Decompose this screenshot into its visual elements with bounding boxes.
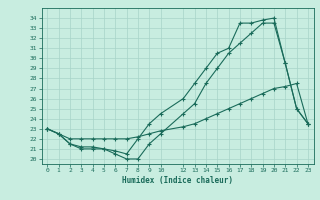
X-axis label: Humidex (Indice chaleur): Humidex (Indice chaleur) [122, 176, 233, 185]
